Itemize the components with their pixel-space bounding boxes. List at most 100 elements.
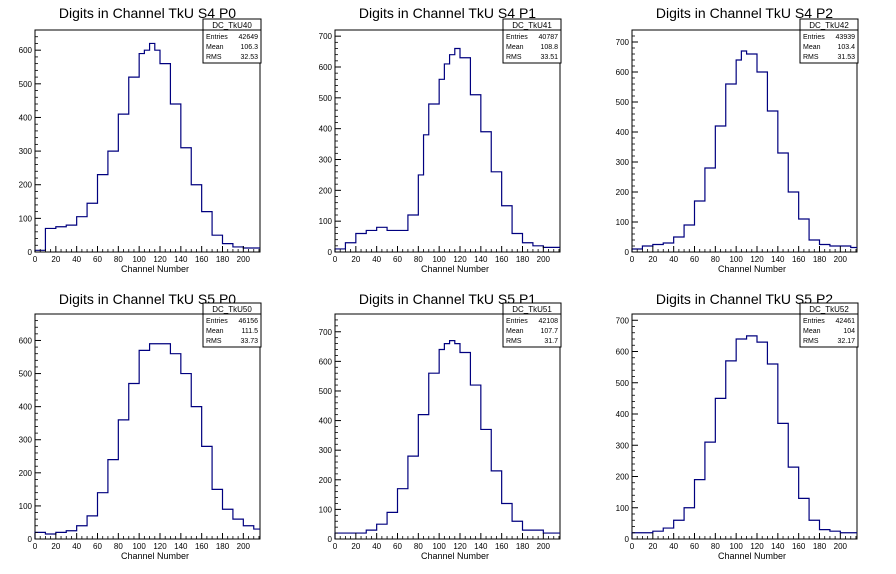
stats-histogram-name: DC_TkU52: [809, 305, 849, 314]
chart-title: Digits in Channel TkU S4 P2: [656, 5, 833, 21]
stats-histogram-name: DC_TkU51: [512, 305, 552, 314]
stats-rms-value: 33.73: [240, 338, 258, 345]
x-tick-label: 100: [432, 542, 446, 551]
y-tick-label: 500: [19, 370, 33, 379]
x-tick-label: 120: [153, 542, 167, 551]
x-tick-label: 140: [771, 542, 785, 551]
stats-histogram-name: DC_TkU41: [512, 21, 552, 30]
y-tick-label: 700: [616, 38, 630, 47]
x-tick-label: 60: [93, 542, 102, 551]
y-tick-label: 400: [319, 417, 333, 426]
y-tick-label: 300: [616, 441, 630, 450]
x-tick-label: 40: [72, 542, 81, 551]
y-tick-label: 0: [328, 535, 333, 544]
stats-mean-label: Mean: [803, 328, 821, 335]
x-tick-label: 200: [537, 542, 551, 551]
chart-title: Digits in Channel TkU S4 P0: [59, 5, 236, 21]
x-tick-label: 180: [813, 542, 827, 551]
x-tick-label: 20: [351, 542, 360, 551]
x-tick-label: 20: [648, 255, 657, 264]
x-tick-label: 100: [729, 542, 743, 551]
x-tick-label: 140: [174, 542, 188, 551]
y-tick-label: 100: [19, 502, 33, 511]
x-tick-label: 40: [372, 542, 381, 551]
stats-entries-value: 42649: [239, 34, 259, 41]
stats-mean-value: 108.8: [540, 44, 558, 51]
x-tick-label: 0: [33, 542, 38, 551]
plot-frame: [34, 29, 261, 253]
y-tick-label: 500: [616, 98, 630, 107]
histogram-panel: Digits in Channel TkU S5 P0 0 20 40 60 80 100 1…: [19, 291, 262, 561]
y-tick-label: 200: [319, 476, 333, 485]
histogram-series-line: [334, 47, 560, 252]
stats-box: DC_TkU52 Entries 42461 Mean 104 RMS 32.17: [799, 302, 859, 348]
x-tick-label: 20: [51, 255, 60, 264]
x-tick-label: 60: [690, 255, 699, 264]
histogram-panel: Digits in Channel TkU S5 P2 0 20 40 60 80 100 1…: [616, 291, 859, 561]
y-tick-label: 400: [616, 410, 630, 419]
y-tick-label: 100: [319, 505, 333, 514]
y-tick-label: 400: [616, 128, 630, 137]
stats-mean-label: Mean: [803, 44, 821, 51]
x-tick-label: 100: [432, 255, 446, 264]
x-tick-label: 160: [195, 255, 209, 264]
y-tick-label: 600: [19, 336, 33, 345]
y-tick-label: 100: [19, 214, 33, 223]
x-tick-label: 140: [474, 542, 488, 551]
stats-mean-value: 104: [843, 328, 855, 335]
stats-mean-value: 103.4: [837, 44, 855, 51]
histogram-panel: Digits in Channel TkU S5 P1 0 20 40 60 80 100 1…: [319, 291, 562, 561]
stats-entries-value: 46156: [239, 318, 259, 325]
y-tick-label: 200: [19, 181, 33, 190]
stats-mean-label: Mean: [506, 328, 524, 335]
x-tick-label: 80: [114, 255, 123, 264]
stats-rms-value: 31.7: [544, 338, 558, 345]
y-tick-label: 700: [616, 316, 630, 325]
x-tick-label: 180: [516, 542, 530, 551]
stats-box: DC_TkU42 Entries 43939 Mean 103.4 RMS 31.53: [799, 18, 859, 64]
y-tick-label: 400: [319, 125, 333, 134]
histogram-series-line: [34, 343, 260, 539]
x-tick-label: 80: [414, 255, 423, 264]
x-tick-label: 80: [114, 542, 123, 551]
x-tick-label: 40: [669, 542, 678, 551]
x-tick-label: 60: [93, 255, 102, 264]
x-tick-label: 120: [750, 255, 764, 264]
x-tick-label: 200: [537, 255, 551, 264]
stats-rms-label: RMS: [506, 338, 522, 345]
stats-box: DC_TkU40 Entries 42649 Mean 106.3 RMS 32.53: [202, 18, 262, 64]
y-tick-label: 500: [319, 94, 333, 103]
x-tick-label: 100: [132, 255, 146, 264]
stats-entries-value: 42461: [836, 318, 856, 325]
stats-mean-value: 107.7: [540, 328, 558, 335]
x-axis-label: Channel Number: [121, 264, 189, 274]
x-tick-label: 120: [453, 542, 467, 551]
y-tick-label: 600: [319, 63, 333, 72]
stats-box-frame: [202, 302, 262, 348]
stats-rms-label: RMS: [803, 338, 819, 345]
x-tick-label: 200: [237, 255, 251, 264]
y-tick-label: 500: [319, 387, 333, 396]
stats-entries-value: 42108: [539, 318, 559, 325]
x-axis-label: Channel Number: [718, 551, 786, 561]
stats-rms-label: RMS: [206, 54, 222, 61]
y-tick-label: 100: [616, 504, 630, 513]
x-tick-label: 160: [495, 542, 509, 551]
x-tick-label: 140: [474, 255, 488, 264]
stats-rms-label: RMS: [206, 338, 222, 345]
y-tick-label: 100: [616, 218, 630, 227]
y-tick-label: 200: [19, 469, 33, 478]
x-tick-label: 60: [393, 255, 402, 264]
x-tick-label: 0: [333, 542, 338, 551]
y-tick-label: 300: [19, 436, 33, 445]
plot-frame: [34, 313, 261, 540]
plot-frame: [334, 313, 561, 540]
x-tick-label: 160: [792, 255, 806, 264]
histogram-series-line: [631, 335, 857, 539]
x-axis-label: Channel Number: [121, 551, 189, 561]
x-tick-label: 160: [495, 255, 509, 264]
y-tick-label: 500: [19, 80, 33, 89]
stats-mean-value: 111.5: [242, 328, 259, 335]
stats-rms-value: 32.53: [240, 54, 258, 61]
